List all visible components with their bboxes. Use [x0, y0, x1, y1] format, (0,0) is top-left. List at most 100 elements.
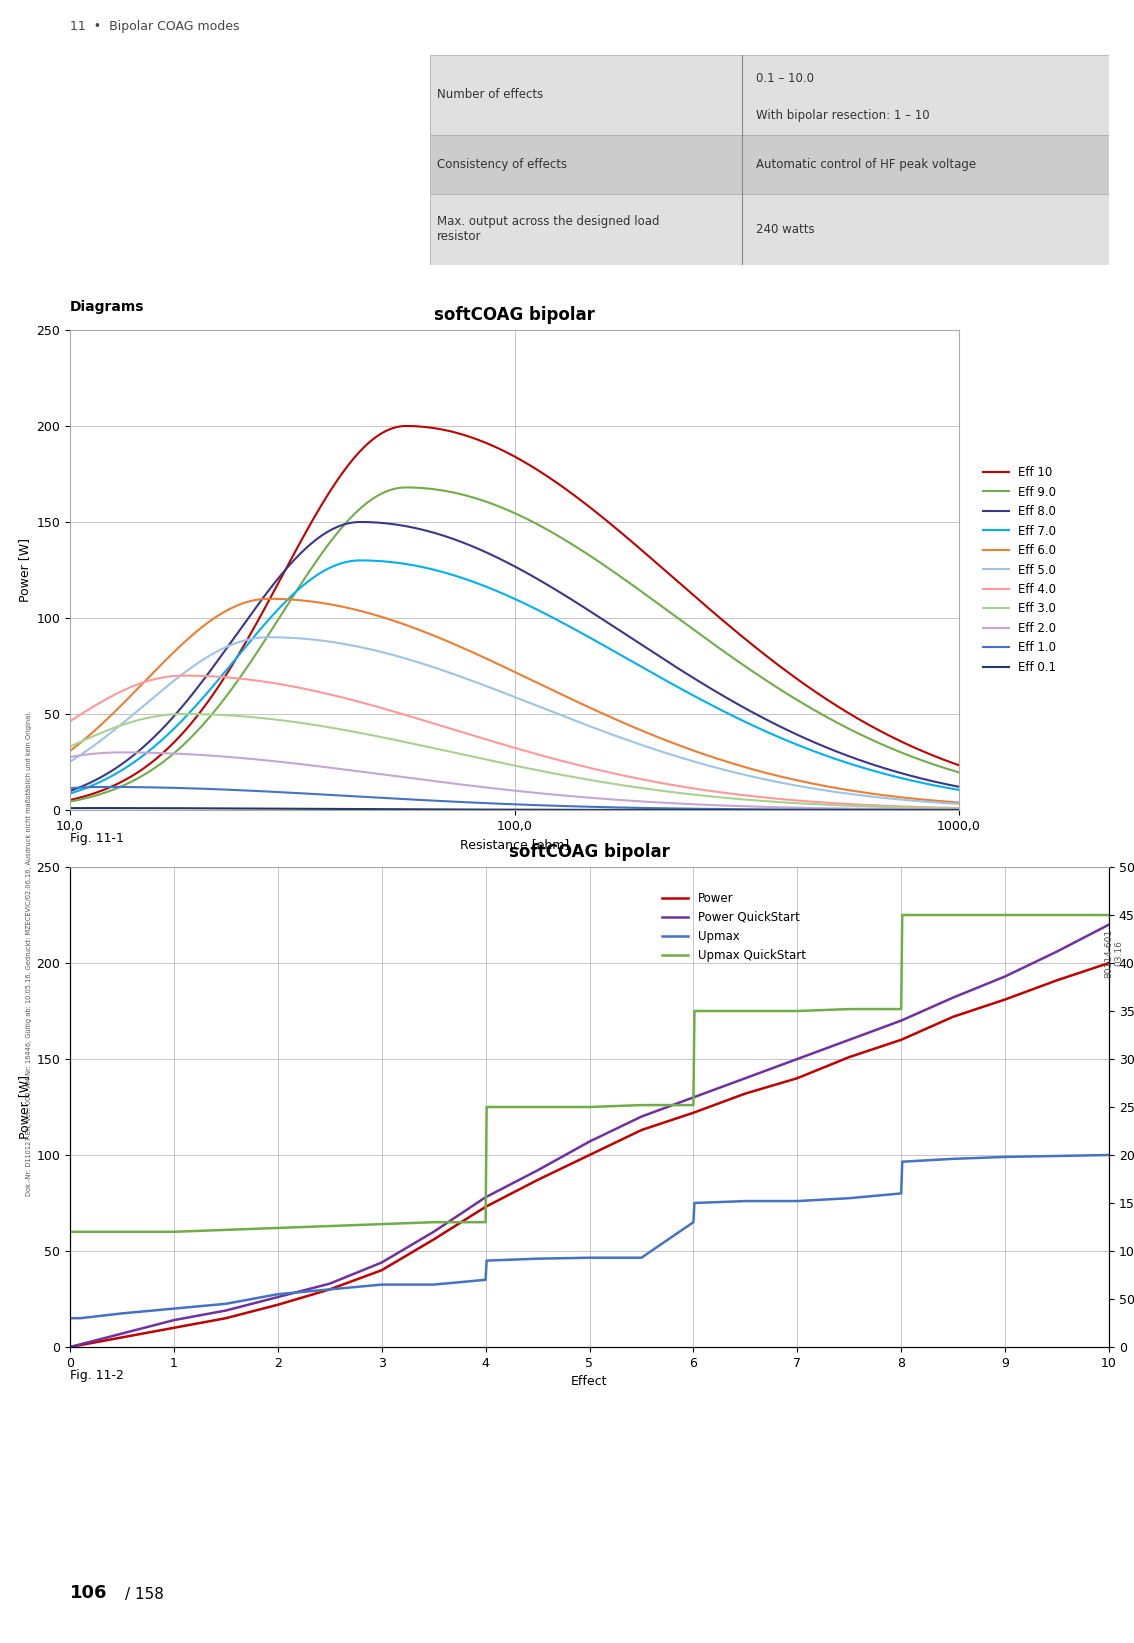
Bar [430, 135, 1109, 194]
Power QuickStart [998, 966, 1012, 986]
Upmax [167, 1298, 180, 1318]
Upmax [271, 1285, 285, 1305]
Eff 2.0 [492, 779, 506, 798]
Upmax [531, 1249, 544, 1268]
Eff 5.0 [263, 628, 277, 647]
Upmax QuickStart [479, 1213, 492, 1232]
Line: Power: Power [70, 963, 1109, 1347]
Eff 5.0 [594, 721, 608, 741]
Upmax [74, 1308, 87, 1328]
Line: Eff 0.1: Eff 0.1 [70, 808, 959, 810]
Eff 5.0 [953, 794, 966, 813]
Upmax [480, 1250, 493, 1270]
Eff 7.0 [594, 634, 608, 654]
Upmax [895, 1183, 908, 1203]
Power QuickStart [895, 1010, 908, 1030]
Eff 10 [794, 672, 807, 692]
Upmax QuickStart [167, 1222, 180, 1242]
Text: Dok.-Nr: D110127-EN, Ver.: 000, ÄM-Nr: 16446, Gültig ab: 10.05.16, Gedruckt: MZE: Dok.-Nr: D110127-EN, Ver.: 000, ÄM-Nr: 1… [25, 710, 32, 1196]
Eff 2.0 [545, 785, 559, 805]
Power [790, 1068, 804, 1088]
Eff 3.0 [794, 794, 807, 813]
Bar [430, 194, 1109, 265]
Eff 7.0 [492, 582, 506, 601]
Line: Eff 8.0: Eff 8.0 [70, 522, 959, 790]
Eff 0.1 [794, 800, 807, 820]
Upmax QuickStart [375, 1214, 389, 1234]
Eff 10 [545, 470, 559, 490]
Upmax [998, 1147, 1012, 1167]
Eff 2.0 [794, 798, 807, 818]
Upmax QuickStart [480, 1098, 493, 1117]
Line: Eff 3.0: Eff 3.0 [70, 715, 959, 808]
Eff 9.0 [545, 522, 559, 542]
Eff 1.0 [99, 777, 112, 797]
Power [323, 1280, 337, 1300]
Y-axis label: Power [W]: Power [W] [18, 537, 31, 601]
Power QuickStart [686, 1088, 700, 1107]
Text: 80114-601
03.16: 80114-601 03.16 [1103, 928, 1124, 978]
Eff 0.1 [932, 800, 946, 820]
Upmax [686, 1213, 700, 1232]
Eff 3.0 [545, 764, 559, 784]
Eff 1.0 [64, 779, 77, 798]
Upmax [635, 1249, 649, 1268]
Eff 10 [932, 748, 946, 767]
Eff 4.0 [64, 711, 77, 731]
Eff 6.0 [594, 703, 608, 723]
Upmax QuickStart [64, 1222, 77, 1242]
Power [947, 1007, 960, 1027]
Power QuickStart [426, 1222, 440, 1242]
Line: Eff 10: Eff 10 [70, 426, 959, 800]
Eff 9.0 [953, 762, 966, 782]
Text: 11  •  Bipolar COAG modes: 11 • Bipolar COAG modes [70, 20, 239, 33]
Eff 8.0 [794, 726, 807, 746]
Legend: Power, Power QuickStart, Upmax, Upmax QuickStart: Power, Power QuickStart, Upmax, Upmax Qu… [658, 887, 811, 966]
Upmax [116, 1303, 129, 1323]
Bar [430, 54, 1109, 135]
Eff 3.0 [64, 736, 77, 756]
Power [271, 1295, 285, 1314]
Upmax [426, 1275, 440, 1295]
Upmax [896, 1152, 909, 1171]
Text: Max. output across the designed load
resistor: Max. output across the designed load res… [437, 215, 659, 243]
Eff 5.0 [488, 679, 501, 698]
Power [738, 1084, 752, 1104]
Upmax [583, 1249, 596, 1268]
Eff 6.0 [492, 656, 506, 675]
Line: Power QuickStart: Power QuickStart [70, 925, 1109, 1347]
Eff 4.0 [932, 798, 946, 818]
Power QuickStart [116, 1324, 129, 1344]
Power [686, 1102, 700, 1122]
Power QuickStart [738, 1068, 752, 1088]
Text: 0.1 – 10.0: 0.1 – 10.0 [756, 72, 814, 85]
Power [895, 1030, 908, 1050]
Line: Eff 2.0: Eff 2.0 [70, 752, 959, 810]
Eff 2.0 [953, 800, 966, 820]
Eff 6.0 [488, 652, 501, 672]
Upmax [479, 1270, 492, 1290]
Upmax QuickStart [896, 905, 909, 925]
Eff 1.0 [932, 800, 946, 820]
Eff 0.1 [492, 800, 506, 820]
Power [426, 1229, 440, 1249]
Eff 8.0 [354, 513, 367, 532]
Eff 8.0 [64, 780, 77, 800]
Power [116, 1328, 129, 1347]
Eff 8.0 [953, 777, 966, 797]
Eff 5.0 [932, 794, 946, 813]
Power [531, 1170, 544, 1190]
Power [479, 1198, 492, 1217]
Power [583, 1145, 596, 1165]
Power [998, 989, 1012, 1009]
Upmax [245, 1290, 259, 1309]
Eff 4.0 [594, 761, 608, 780]
Eff 1.0 [953, 800, 966, 820]
Upmax QuickStart [998, 905, 1012, 925]
Text: Automatic control of HF peak voltage: Automatic control of HF peak voltage [756, 158, 976, 171]
Eff 7.0 [64, 784, 77, 803]
Legend: Eff 10, Eff 9.0, Eff 8.0, Eff 7.0, Eff 6.0, Eff 5.0, Eff 4.0, Eff 3.0, Eff 2.0, : Eff 10, Eff 9.0, Eff 8.0, Eff 7.0, Eff 6… [983, 467, 1056, 674]
Eff 10 [488, 437, 501, 457]
Title: softCOAG bipolar: softCOAG bipolar [434, 306, 595, 324]
X-axis label: Resistance [ohm]: Resistance [ohm] [460, 838, 569, 851]
